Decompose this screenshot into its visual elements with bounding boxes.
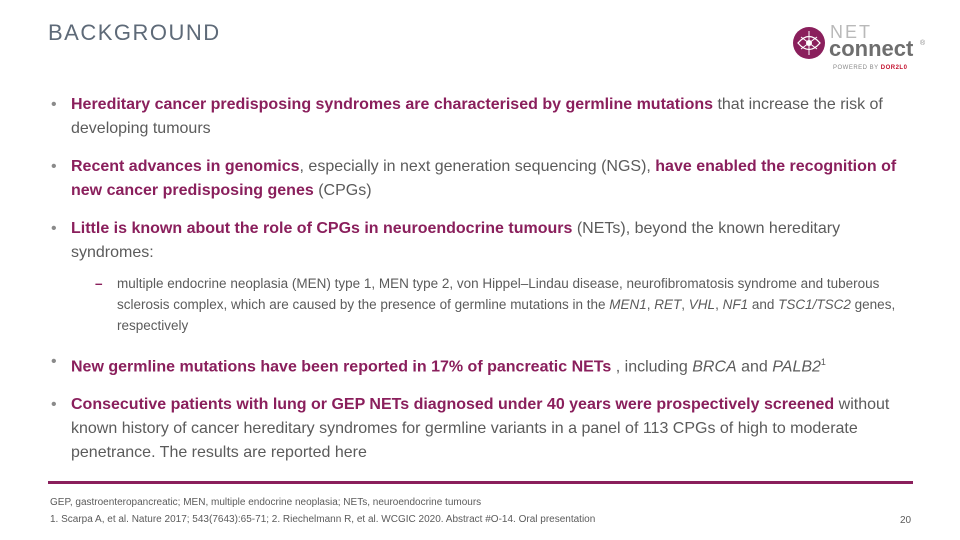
page-number: 20 <box>900 515 912 526</box>
bullet-2: • Recent advances in genomics, especiall… <box>50 155 922 203</box>
logo-net-text: NET <box>830 22 872 42</box>
bullet-4: • New germline mutations have been repor… <box>50 350 922 379</box>
footer-divider <box>48 481 913 484</box>
bullet-dot: • <box>51 353 57 370</box>
bullet-1: • Hereditary cancer predisposing syndrom… <box>50 93 922 141</box>
bullet-5: • Consecutive patients with lung or GEP … <box>50 393 922 465</box>
globe-logo-icon <box>793 27 825 59</box>
sub-bullet-hereditary-syndromes: – multiple endocrine neoplasia (MEN) typ… <box>95 273 922 336</box>
slide-title: BACKGROUND <box>48 20 221 45</box>
bullet-list: • Hereditary cancer predisposing syndrom… <box>50 93 922 479</box>
bullet-dot: • <box>51 158 57 175</box>
footer-references: 1. Scarpa A, et al. Nature 2017; 543(764… <box>50 514 596 525</box>
bullet-dot: • <box>51 396 57 414</box>
logo-powered-by: POWERED BY DOR2L0 <box>833 65 908 71</box>
sub-bullet-dash: – <box>95 276 103 291</box>
logo-trademark: ® <box>920 40 926 47</box>
bullet-dot: • <box>51 96 57 113</box>
logo-connect-text: connect <box>829 36 914 61</box>
netconnect-logo: NET connect ® POWERED BY DOR2L0 <box>792 20 932 78</box>
bullet-3: • Little is known about the role of CPGs… <box>50 217 922 265</box>
footer-abbreviations: GEP, gastroenteropancreatic; MEN, multip… <box>50 497 482 508</box>
bullet-dot: • <box>51 220 57 237</box>
